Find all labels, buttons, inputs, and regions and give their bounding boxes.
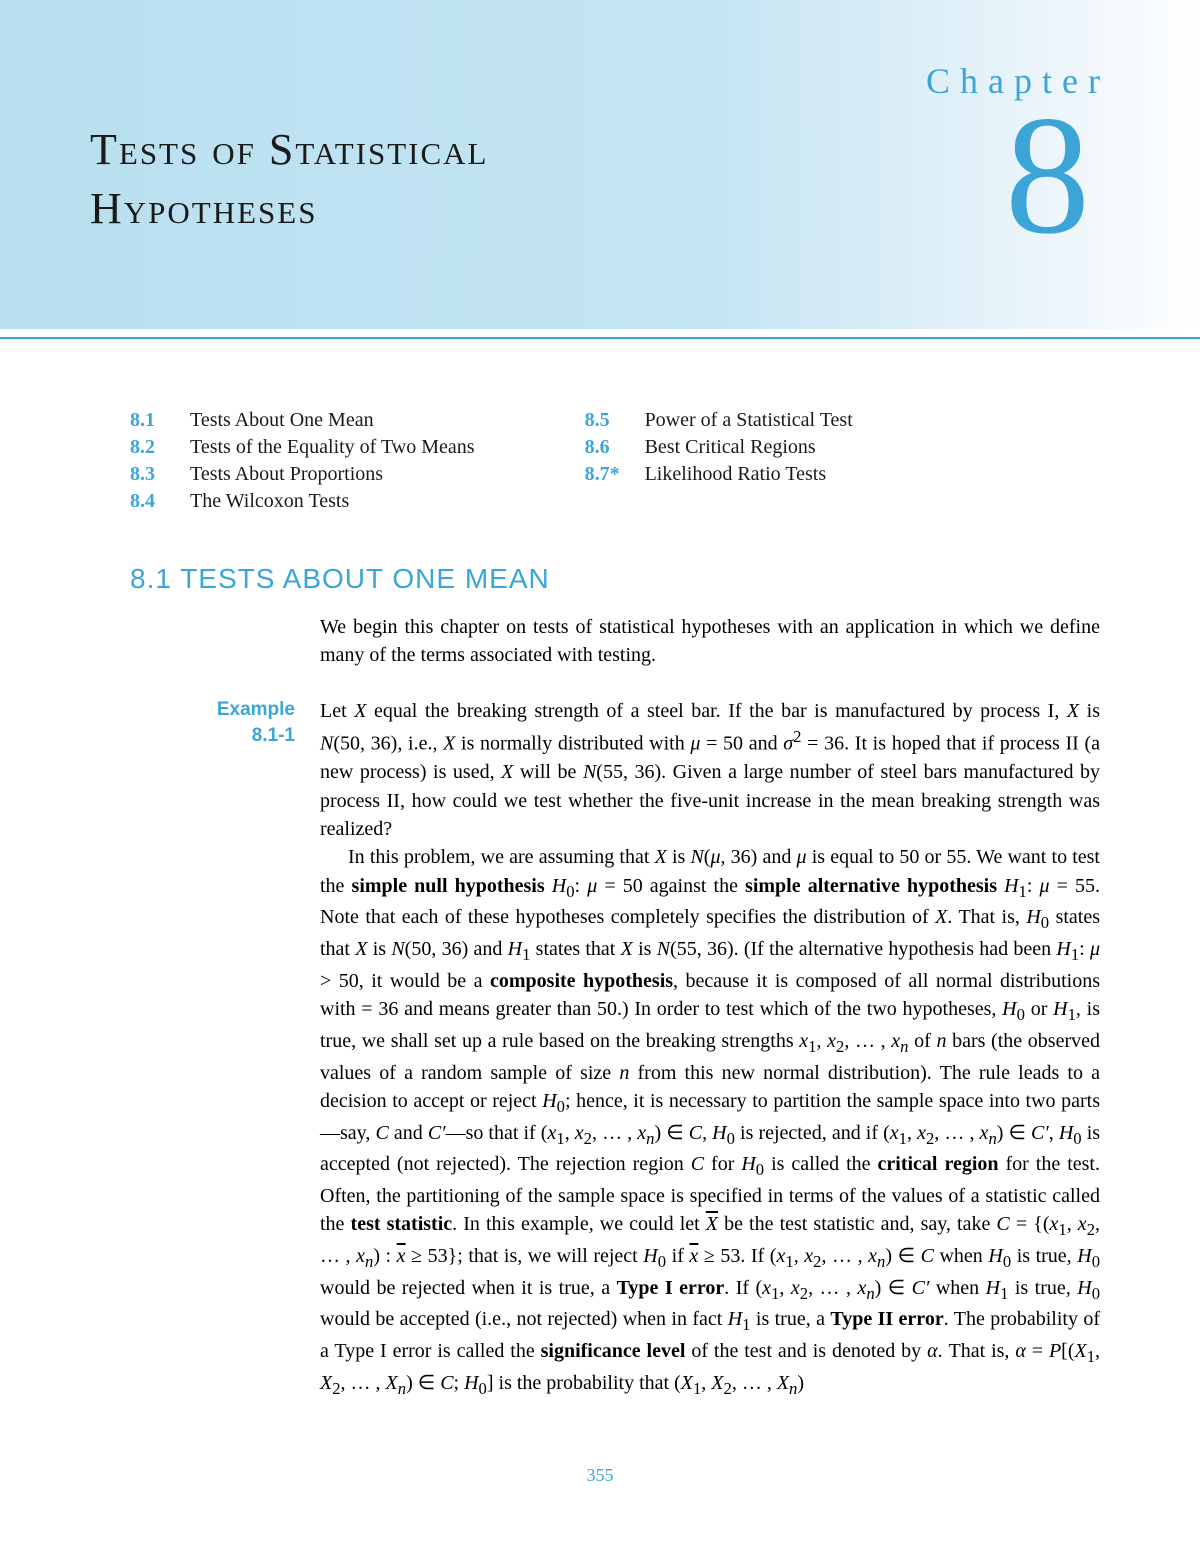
- toc-row: 8.7* Likelihood Ratio Tests: [585, 463, 853, 486]
- toc-row: 8.1 Tests About One Mean: [130, 409, 475, 432]
- section-intro: We begin this chapter on tests of statis…: [320, 613, 1100, 669]
- toc-label: The Wilcoxon Tests: [190, 490, 349, 513]
- chapter-header-banner: Chapter 8 Tests of Statistical Hypothese…: [0, 0, 1200, 329]
- toc-number: 8.6: [585, 436, 627, 459]
- table-of-contents: 8.1 Tests About One Mean 8.2 Tests of the E…: [130, 409, 1100, 513]
- toc-row: 8.4 The Wilcoxon Tests: [130, 490, 475, 513]
- toc-number: 8.5: [585, 409, 627, 432]
- example-label-word: Example: [217, 699, 295, 720]
- toc-label: Best Critical Regions: [645, 436, 816, 459]
- toc-left-column: 8.1 Tests About One Mean 8.2 Tests of the E…: [130, 409, 475, 513]
- toc-number: 8.2: [130, 436, 172, 459]
- chapter-number: 8: [1005, 90, 1090, 260]
- toc-row: 8.6 Best Critical Regions: [585, 436, 853, 459]
- toc-label: Tests of the Equality of Two Means: [190, 436, 475, 459]
- example-label-number: 8.1-1: [252, 725, 295, 746]
- page-number: 355: [0, 1440, 1200, 1521]
- toc-label: Tests About One Mean: [190, 409, 374, 432]
- chapter-title: Tests of Statistical Hypotheses: [90, 80, 710, 269]
- toc-number: 8.1: [130, 409, 172, 432]
- section-heading: 8.1 TESTS ABOUT ONE MEAN: [130, 563, 1100, 595]
- example-para-1: Let X equal the breaking strength of a s…: [320, 697, 1100, 844]
- example-block: Example 8.1-1 Let X equal the breaking s…: [130, 697, 1100, 1401]
- example-label: Example 8.1-1: [130, 697, 295, 1401]
- toc-row: 8.2 Tests of the Equality of Two Means: [130, 436, 475, 459]
- toc-label: Tests About Proportions: [190, 463, 383, 486]
- chapter-title-line2: Hypotheses: [90, 184, 317, 233]
- toc-label: Likelihood Ratio Tests: [645, 463, 827, 486]
- toc-row: 8.3 Tests About Proportions: [130, 463, 475, 486]
- toc-row: 8.5 Power of a Statistical Test: [585, 409, 853, 432]
- toc-right-column: 8.5 Power of a Statistical Test 8.6 Best Cr…: [585, 409, 853, 513]
- toc-number: 8.7*: [585, 463, 627, 486]
- toc-number: 8.3: [130, 463, 172, 486]
- chapter-title-line1: Tests of Statistical: [90, 125, 489, 174]
- toc-number: 8.4: [130, 490, 172, 513]
- example-body: Let X equal the breaking strength of a s…: [320, 697, 1100, 1401]
- example-para-2: In this problem, we are assuming that X …: [320, 843, 1100, 1400]
- content-area: 8.1 Tests About One Mean 8.2 Tests of the E…: [0, 339, 1200, 1441]
- toc-label: Power of a Statistical Test: [645, 409, 853, 432]
